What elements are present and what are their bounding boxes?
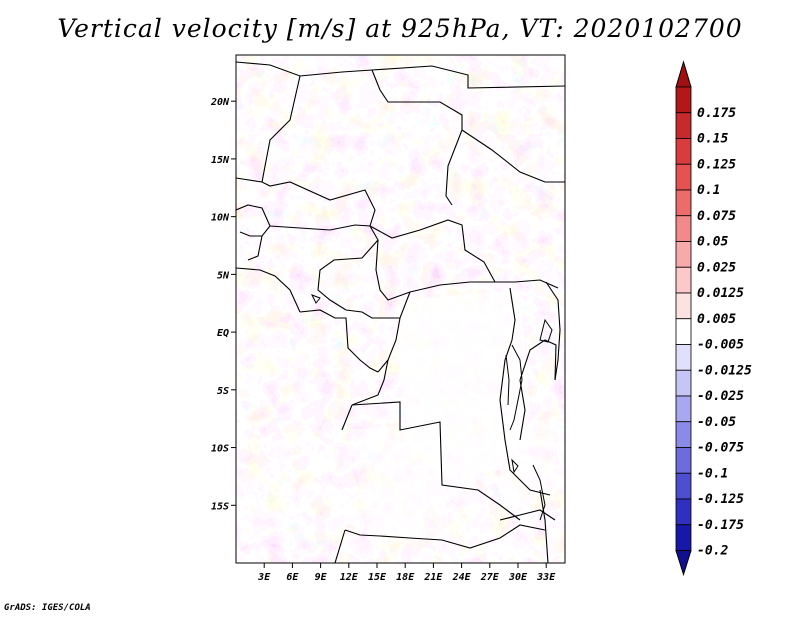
colorbar-swatch [675, 138, 692, 165]
x-tick-label: 21E [423, 572, 443, 583]
grads-credit: GrADS: IGES/COLA [4, 603, 91, 613]
colorbar: 0.175 0.15 0.125 0.1 0.075 0.05 0.025 0.0125 0.0… [675, 60, 752, 577]
colorbar-swatch [675, 215, 692, 242]
chart-title: Vertical velocity [m/s] at 925hPa, VT: 2… [57, 14, 743, 43]
colorbar-label: -0.05 [697, 415, 736, 430]
x-tick-label: 12E [340, 572, 359, 583]
y-tick-label: EQ [217, 328, 229, 339]
x-tick-label: 15E [368, 572, 387, 583]
colorbar-label: -0.075 [697, 441, 744, 456]
colorbar-label: 0.125 [697, 157, 736, 172]
y-tick-label: 20N [210, 97, 230, 108]
colorbar-label: 0.15 [697, 132, 728, 147]
colorbar-swatch [675, 421, 692, 448]
x-tick-label: 18E [396, 572, 415, 583]
colorbar-label: -0.175 [697, 518, 744, 533]
colorbar-label: -0.025 [697, 389, 744, 404]
x-tick-label: 9E [315, 572, 328, 583]
colorbar-label: -0.0125 [697, 363, 752, 378]
y-tick-label: 15S [211, 501, 229, 512]
colorbar-label: -0.005 [697, 338, 744, 353]
colorbar-swatch [675, 86, 692, 114]
colorbar-label: 0.075 [697, 209, 736, 224]
colorbar-label: -0.125 [697, 492, 744, 507]
colorbar-label: 0.0125 [697, 286, 744, 301]
y-tick-label: 15N [211, 155, 230, 166]
colorbar-swatch [675, 472, 692, 500]
colorbar-swatch [675, 266, 692, 294]
colorbar-swatch [675, 189, 692, 217]
colorbar-label: -0.1 [697, 466, 728, 481]
colorbar-swatch [675, 292, 692, 320]
colorbar-swatch [675, 241, 692, 268]
colorbar-swatch [675, 344, 692, 371]
y-axis: 20N 15N 10N 5N EQ 5S 10S 15S [210, 97, 236, 512]
colorbar-swatch [675, 163, 692, 191]
colorbar-label: -0.2 [697, 544, 728, 559]
colorbar-top-arrow [675, 60, 692, 88]
x-tick-label: 6E [286, 572, 299, 583]
country-borders [236, 61, 565, 563]
colorbar-label: 0.025 [697, 260, 736, 275]
colorbar-label: 0.175 [697, 106, 736, 121]
colorbar-bottom-arrow [675, 550, 692, 577]
colorbar-swatch [675, 447, 692, 474]
map-plot-area: 3E 6E 9E 12E 15E 18E 21E 24E 27E 30E 33E 20N 15N 10N… [210, 54, 566, 583]
x-tick-label: 27E [480, 572, 500, 583]
colorbar-swatch [675, 318, 692, 345]
colorbar-label: 0.1 [697, 183, 720, 198]
colorbar-swatch [675, 395, 692, 423]
colorbar-label: 0.05 [697, 235, 728, 250]
colorbar-swatch [675, 112, 692, 139]
y-tick-label: 10S [211, 444, 229, 455]
x-axis: 3E 6E 9E 12E 15E 18E 21E 24E 27E 30E 33E [257, 563, 556, 583]
colorbar-swatch [675, 369, 692, 397]
y-tick-label: 5N [217, 270, 230, 281]
y-tick-label: 5S [217, 386, 229, 397]
colorbar-swatch [675, 498, 692, 526]
colorbar-swatch [675, 524, 692, 551]
lake-outlines [310, 294, 553, 521]
colorbar-label: 0.005 [697, 312, 736, 327]
x-tick-label: 3E [257, 572, 271, 583]
map-frame [235, 54, 566, 564]
x-tick-label: 24E [452, 572, 472, 583]
x-tick-label: 30E [508, 572, 528, 583]
x-tick-label: 33E [536, 572, 556, 583]
y-tick-label: 10N [211, 213, 230, 224]
